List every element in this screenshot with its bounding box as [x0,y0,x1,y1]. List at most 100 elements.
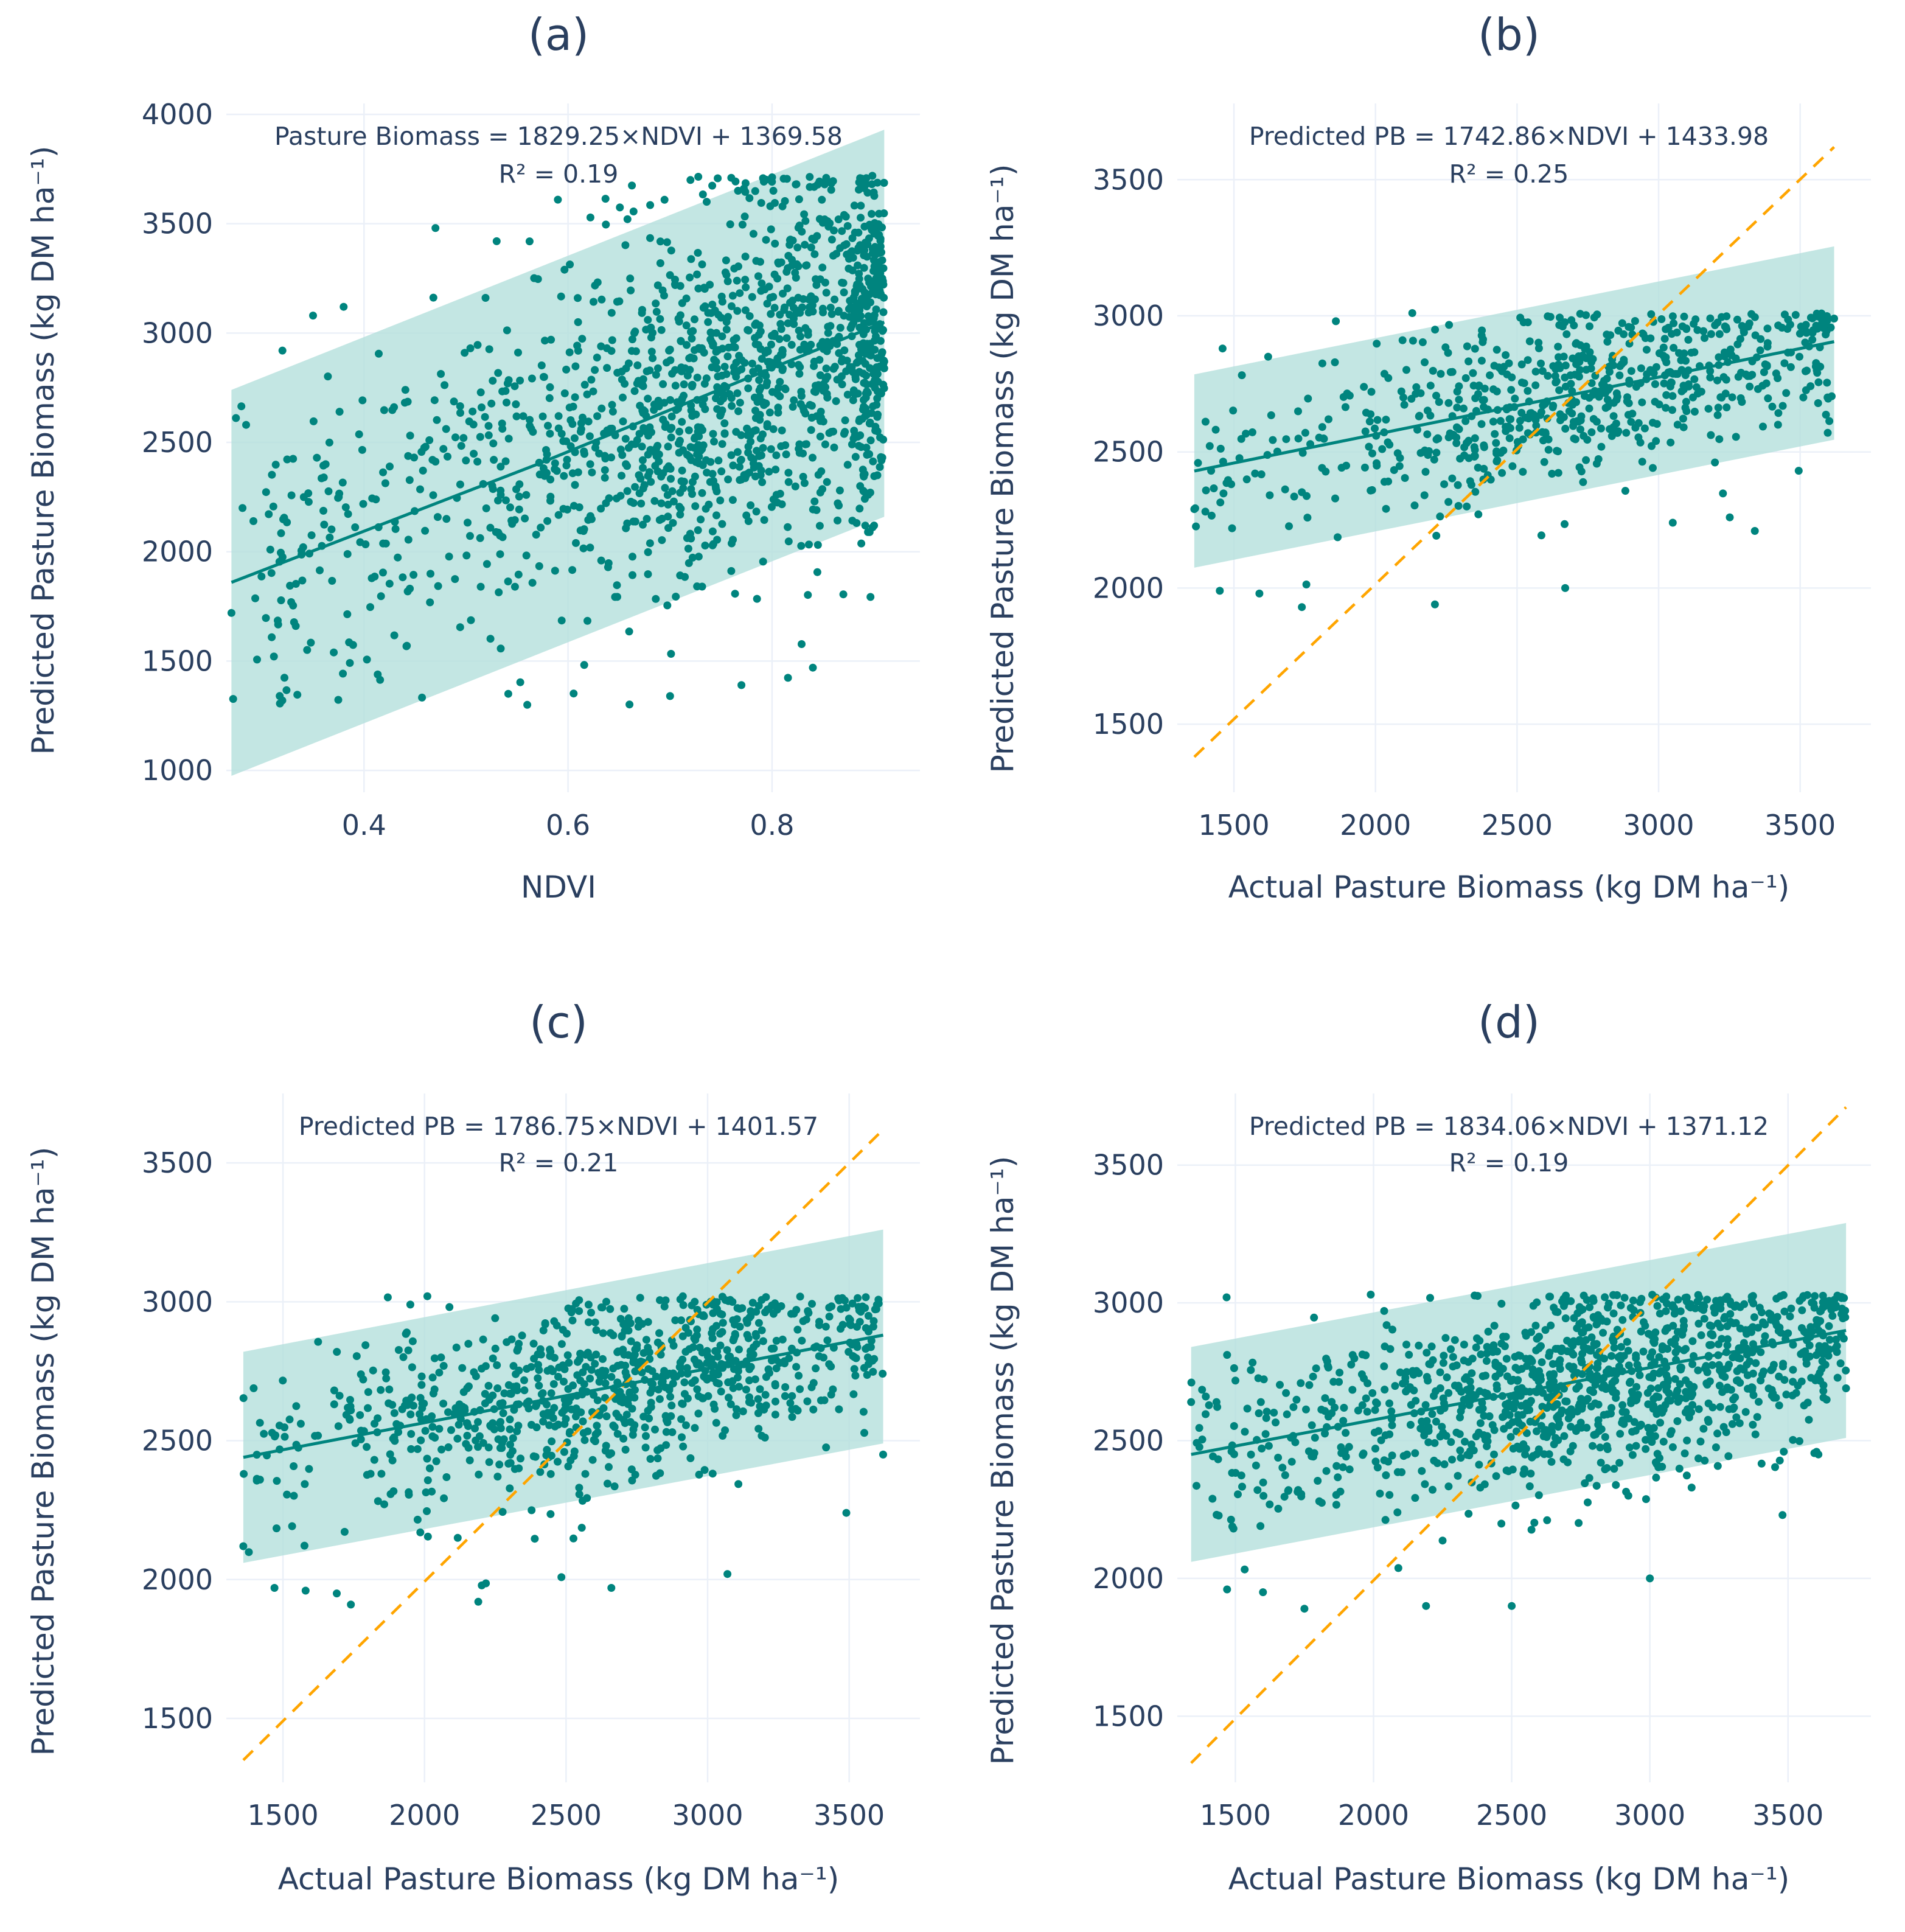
data-point [1611,1344,1618,1351]
data-point [784,284,792,292]
data-point [1576,366,1584,374]
data-point [1436,512,1444,520]
data-point [1662,1372,1670,1379]
data-point [1281,486,1289,493]
y-tick-label-c: 2000 [142,1563,213,1596]
data-point [1524,318,1532,326]
data-point [1415,1342,1423,1350]
data-point [1713,377,1721,385]
x-axis-title-d: Actual Pasture Biomass (kg DM ha⁻¹) [1228,1861,1790,1897]
data-point [1778,1511,1786,1519]
data-point [1727,1386,1735,1394]
data-point [1680,313,1688,321]
data-point [286,1415,294,1423]
data-point [689,1344,697,1351]
data-point [835,349,843,357]
data-point [541,472,549,480]
data-point [605,1463,613,1471]
data-point [778,427,786,434]
data-point [377,592,385,600]
data-point [1549,362,1557,370]
data-point [1731,1303,1739,1311]
data-point [1593,1482,1601,1490]
data-point [1527,1470,1534,1477]
data-point [697,447,705,455]
data-point [870,229,878,237]
data-point [1831,1345,1839,1353]
data-point [761,516,768,524]
data-point [580,447,588,455]
data-point [320,521,328,529]
data-point [729,1316,737,1324]
data-point [772,452,780,459]
data-point [330,649,338,657]
data-point [273,1524,280,1532]
data-point [523,701,531,709]
data-point [680,1301,688,1309]
data-point [823,289,831,297]
data-point [1554,343,1562,350]
data-point [862,412,869,420]
data-point [1444,1482,1452,1490]
data-point [274,621,282,629]
data-point [1259,1479,1267,1487]
data-point [1716,1403,1724,1411]
data-point [676,489,684,497]
data-point [1360,1449,1368,1457]
data-point [644,548,652,556]
data-point [1249,428,1256,436]
data-point [538,361,546,369]
data-point [1396,462,1404,470]
data-point [629,553,636,560]
data-point [1724,1452,1732,1460]
data-point [500,1435,508,1443]
data-point [1586,394,1593,402]
data-point [1448,475,1456,483]
data-point [758,478,766,486]
data-point [716,412,724,420]
data-point [868,380,876,388]
data-point [618,451,626,459]
data-point [784,674,792,682]
data-point [784,469,792,476]
data-point [1337,1449,1345,1457]
data-point [1412,383,1420,391]
equation-b: Predicted PB = 1742.86×NDVI + 1433.98 [1249,122,1769,151]
data-point [714,175,722,183]
data-point [1457,1407,1465,1415]
data-point [1483,1357,1491,1365]
data-point [583,1494,591,1502]
y-tick-label-d: 2500 [1093,1425,1164,1457]
data-point [249,1384,257,1392]
data-point [1687,349,1695,357]
data-point [1224,476,1232,484]
data-point [1346,1465,1354,1473]
data-point [798,640,806,648]
data-point [405,535,413,543]
data-point [442,425,450,433]
data-point [831,296,838,304]
data-point [1724,1293,1732,1301]
data-point [410,453,418,461]
data-point [546,497,554,504]
data-point [860,184,868,192]
data-point [851,1365,858,1373]
data-point [1582,456,1590,464]
data-point [546,1510,554,1518]
data-point [639,484,647,492]
data-point [870,189,878,197]
data-point [865,1312,872,1320]
data-point [777,350,785,358]
data-point [311,1432,319,1440]
data-point [423,1507,431,1515]
data-point [1733,1376,1741,1384]
data-point [555,412,563,420]
data-point [725,390,733,398]
data-point [1502,351,1510,359]
data-point [1426,1361,1434,1369]
data-point [1584,1345,1592,1353]
data-point [1334,533,1342,541]
data-point [687,443,695,451]
data-point [557,293,565,301]
data-point [506,503,514,511]
